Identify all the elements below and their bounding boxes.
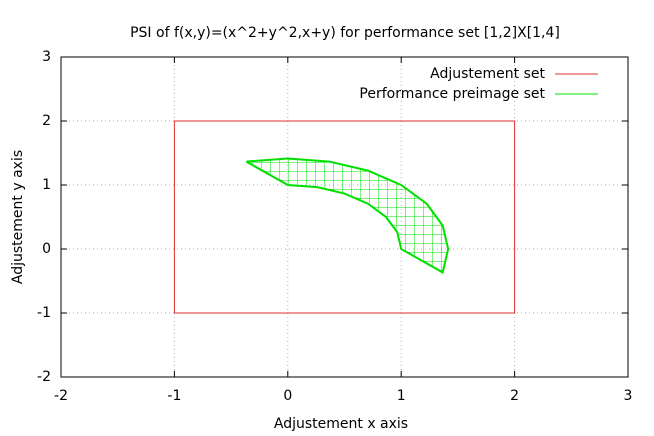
series-line bbox=[173, 120, 516, 314]
x-tick-label: 0 bbox=[283, 388, 292, 404]
y-tick-label: 1 bbox=[42, 177, 51, 193]
x-axis-label: Adjustement x axis bbox=[274, 416, 408, 432]
plot-border bbox=[60, 56, 629, 378]
x-tick-label: 1 bbox=[397, 388, 406, 404]
legend-label: Adjustement set bbox=[430, 66, 545, 82]
legend-label: Performance preimage set bbox=[359, 86, 545, 102]
x-tick-label: -1 bbox=[167, 388, 181, 404]
y-axis-label: Adjustement y axis bbox=[10, 150, 26, 284]
y-tick-label: 0 bbox=[42, 241, 51, 257]
x-tick-label: 2 bbox=[510, 388, 519, 404]
x-tick-label: 3 bbox=[624, 388, 633, 404]
y-tick-label: 2 bbox=[42, 113, 51, 129]
x-tick-label: -2 bbox=[54, 388, 68, 404]
y-tick-label: -2 bbox=[37, 369, 51, 385]
y-tick-label: 3 bbox=[42, 49, 51, 65]
series-line bbox=[245, 157, 450, 274]
y-tick-label: -1 bbox=[37, 305, 51, 321]
chart-title: PSI of f(x,y)=(x^2+y^2,x+y) for performa… bbox=[130, 25, 560, 41]
